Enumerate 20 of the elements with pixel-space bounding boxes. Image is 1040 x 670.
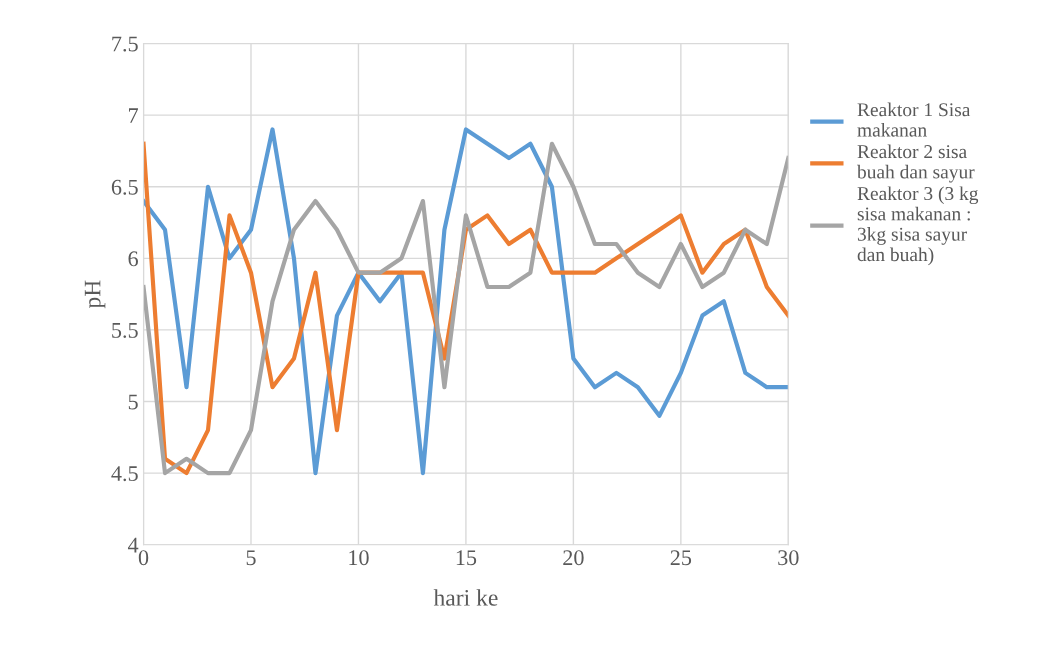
- y-tick-label: 6: [128, 251, 138, 267]
- y-tick-label: 7.5: [112, 36, 138, 52]
- x-tick-label: 30: [778, 550, 799, 566]
- y-tick-label: 7: [129, 108, 139, 123]
- y-tick-label: 4: [127, 537, 139, 553]
- x-tick-label: 20: [563, 550, 584, 566]
- x-tick-label: 10: [349, 550, 369, 566]
- x-tick-label: 25: [670, 550, 692, 566]
- y-axis-title: pH: [84, 280, 106, 309]
- x-tick-label: 5: [246, 550, 256, 566]
- y-tick-label: 5: [128, 394, 138, 410]
- x-tick-label: 15: [456, 550, 477, 566]
- legend-label: Reaktor 1 Sisa makanan: [857, 102, 971, 137]
- y-tick-label: 5.5: [112, 323, 138, 338]
- legend-label: Reaktor 2 sisa buah dan sayur: [856, 144, 975, 183]
- x-tick-label: 0: [138, 550, 149, 566]
- y-tick-label: 4.5: [111, 466, 138, 482]
- legend-label: Reaktor 3 (3 kg sisa makanan : 3kg sisa sayur dan buah): [857, 186, 979, 266]
- x-axis-title: hari ke: [433, 589, 498, 606]
- y-tick-label: 6.5: [111, 179, 138, 195]
